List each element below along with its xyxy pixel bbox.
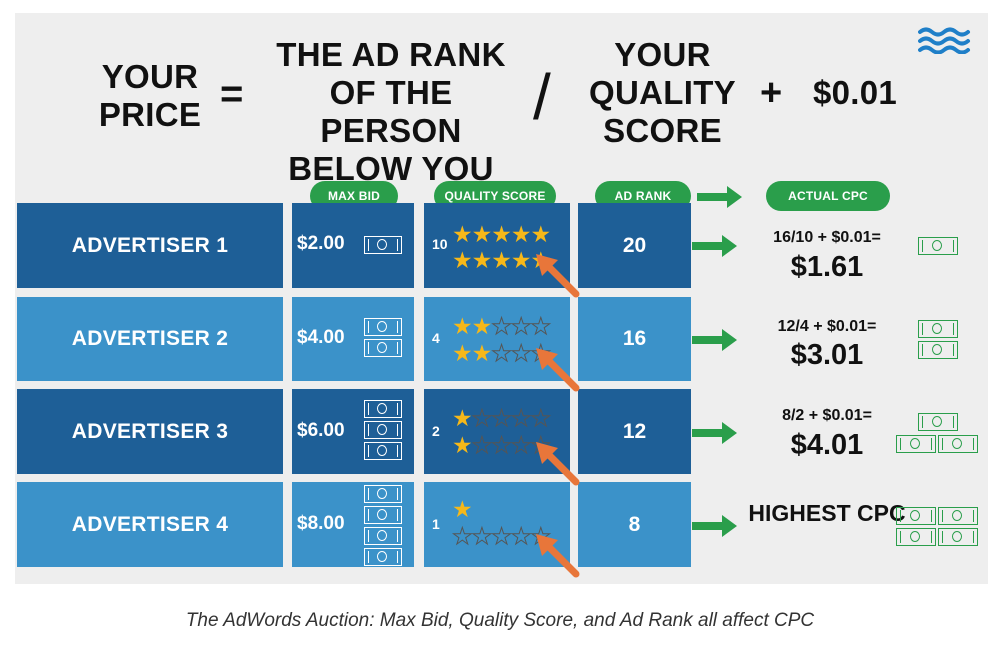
cpc-highest: HIGHEST CPC bbox=[748, 500, 906, 526]
advertiser-1-max-bid: $2.00 bbox=[292, 203, 414, 288]
star-row: ★★★★★ bbox=[451, 523, 551, 549]
advertiser-3-max-bid: $6.00 bbox=[292, 389, 414, 474]
dollar-bill-icon bbox=[364, 421, 402, 439]
quality-score-value: 10 bbox=[432, 236, 448, 252]
formula-quality-score: YOUR QUALITY SCORE bbox=[589, 36, 736, 149]
dollar-bill-icon bbox=[918, 413, 958, 431]
advertiser-1-ad-rank: 20 bbox=[578, 203, 691, 288]
wave-logo-icon bbox=[918, 27, 970, 54]
max-bid-value: $6.00 bbox=[297, 420, 345, 441]
dollar-bill-icon bbox=[918, 341, 958, 359]
max-bid-value: $8.00 bbox=[297, 513, 345, 534]
quality-score-value: 1 bbox=[432, 516, 440, 532]
advertiser-2-label: ADVERTISER 2 bbox=[17, 297, 283, 381]
max-bid-value: $2.00 bbox=[297, 233, 345, 254]
cpc-value-3: $4.01 bbox=[790, 429, 864, 461]
advertiser-1-quality-score: 10 ★★★★★ ★★★★★ bbox=[424, 203, 570, 288]
dollar-bill-icon bbox=[938, 528, 978, 546]
formula-equals: = bbox=[220, 72, 244, 116]
dollar-bill-icon bbox=[364, 236, 402, 254]
green-arrow-icon bbox=[692, 422, 737, 444]
figure-caption: The AdWords Auction: Max Bid, Quality Sc… bbox=[185, 610, 815, 631]
formula-plus: + bbox=[760, 72, 783, 114]
dollar-bill-icon bbox=[938, 435, 978, 453]
formula-your-price: YOUR PRICE bbox=[98, 58, 202, 133]
dollar-bill-icon bbox=[364, 339, 402, 357]
dollar-bill-icon bbox=[896, 435, 936, 453]
orange-arrow-icon bbox=[536, 254, 580, 298]
quality-score-value: 2 bbox=[432, 423, 440, 439]
advertiser-2-max-bid: $4.00 bbox=[292, 297, 414, 381]
header-actual-cpc: ACTUAL CPC bbox=[766, 181, 890, 211]
advertiser-2-ad-rank: 16 bbox=[578, 297, 691, 381]
advertiser-4-max-bid: $8.00 bbox=[292, 482, 414, 567]
advertiser-4-label: ADVERTISER 4 bbox=[17, 482, 283, 567]
advertiser-2-quality-score: 4 ★★★★★ ★★★★★ bbox=[424, 297, 570, 381]
star-row: ★★★★★ bbox=[452, 432, 552, 458]
cpc-money-3 bbox=[896, 413, 980, 457]
dollar-bill-icon bbox=[364, 527, 402, 545]
cpc-value-1: $1.61 bbox=[790, 251, 864, 283]
formula-ad-rank-below: THE AD RANK OF THE PERSON BELOW YOU bbox=[276, 36, 506, 187]
cpc-formula-2: 12/4 + $0.01= bbox=[777, 318, 877, 335]
cpc-formula-1: 16/10 + $0.01= bbox=[773, 229, 881, 246]
dollar-bill-icon bbox=[364, 400, 402, 418]
star-row: ★★★★★ bbox=[452, 247, 551, 273]
orange-arrow-icon bbox=[536, 442, 580, 486]
green-arrow-icon bbox=[692, 235, 737, 257]
dollar-bill-icon bbox=[364, 318, 402, 336]
dollar-bill-icon bbox=[364, 485, 402, 503]
green-arrow-icon bbox=[692, 329, 737, 351]
advertiser-3-label: ADVERTISER 3 bbox=[17, 389, 283, 474]
cpc-money-2 bbox=[918, 320, 958, 359]
dollar-bill-icon bbox=[896, 507, 936, 525]
formula-one-cent: $0.01 bbox=[812, 74, 898, 111]
star-row: ★★★★★ bbox=[452, 405, 552, 431]
dollar-bill-icon bbox=[918, 237, 958, 255]
formula-divide: / bbox=[533, 61, 551, 133]
dollar-bill-icon bbox=[938, 507, 978, 525]
dollar-bill-icon bbox=[364, 548, 402, 566]
dollar-bill-icon bbox=[918, 320, 958, 338]
advertiser-1-label: ADVERTISER 1 bbox=[17, 203, 283, 288]
dollar-bill-icon bbox=[896, 528, 936, 546]
star-row: ★ bbox=[452, 496, 473, 522]
star-row: ★★★★★ bbox=[452, 313, 552, 339]
cpc-value-2: $3.01 bbox=[790, 339, 864, 371]
cpc-money-1 bbox=[918, 237, 958, 255]
quality-score-value: 4 bbox=[432, 330, 440, 346]
green-arrow-icon bbox=[692, 515, 737, 537]
orange-arrow-icon bbox=[536, 348, 580, 392]
advertiser-4-quality-score: 1 ★ ★★★★★ bbox=[424, 482, 570, 567]
dollar-bill-icon bbox=[364, 506, 402, 524]
star-row: ★★★★★ bbox=[452, 221, 551, 247]
cpc-formula-3: 8/2 + $0.01= bbox=[782, 407, 872, 424]
dollar-bill-icon bbox=[364, 442, 402, 460]
cpc-money-4 bbox=[896, 507, 980, 549]
advertiser-3-ad-rank: 12 bbox=[578, 389, 691, 474]
header-arrow-icon bbox=[697, 186, 742, 208]
orange-arrow-icon bbox=[536, 534, 580, 578]
max-bid-value: $4.00 bbox=[297, 327, 345, 348]
advertiser-4-ad-rank: 8 bbox=[578, 482, 691, 567]
